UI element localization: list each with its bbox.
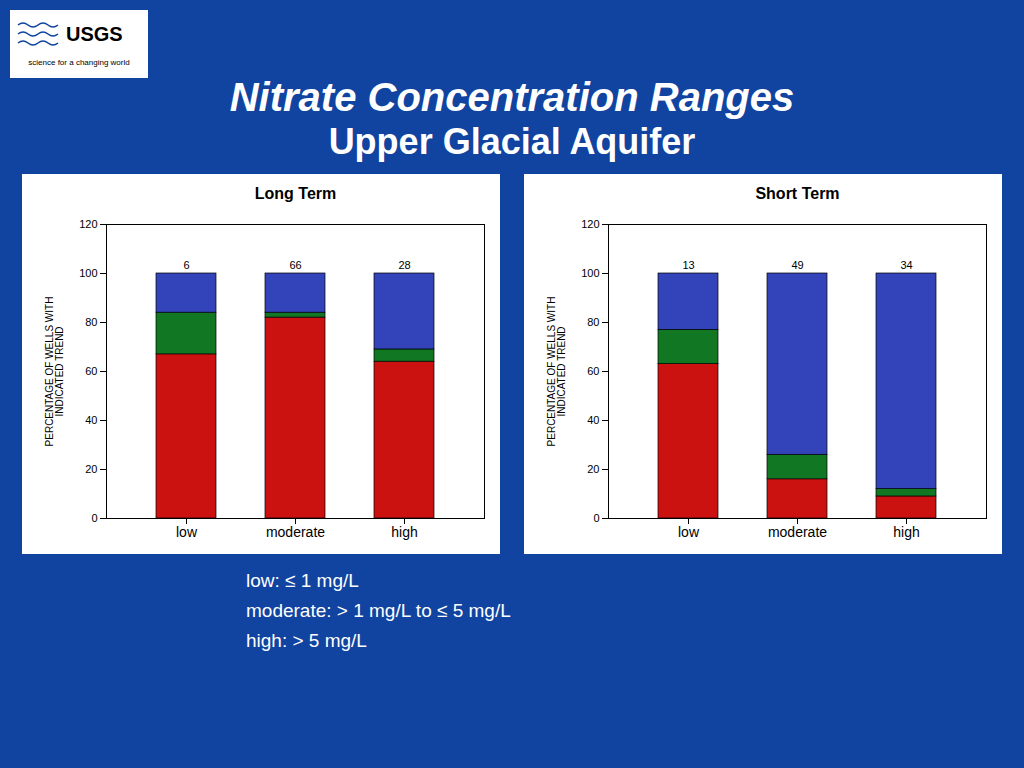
svg-text:80: 80 (85, 316, 97, 328)
svg-text:120: 120 (79, 218, 97, 230)
svg-text:20: 20 (85, 463, 97, 475)
svg-text:0: 0 (593, 512, 599, 524)
svg-text:34: 34 (900, 259, 912, 271)
svg-text:moderate: moderate (266, 524, 325, 540)
html-text:low: ≤ 1 mg/L: low: ≤ 1 mg/L (246, 570, 359, 591)
svg-text:40: 40 (85, 414, 97, 426)
svg-text:PERCENTAGE OF WELLS WITHINDICA: PERCENTAGE OF WELLS WITHINDICATED TREND (44, 297, 65, 447)
svg-text:60: 60 (587, 365, 599, 377)
svg-text:PERCENTAGE OF WELLS WITHINDICA: PERCENTAGE OF WELLS WITHINDICATED TREND (546, 297, 567, 447)
svg-text:49: 49 (791, 259, 803, 271)
svg-text:66: 66 (289, 259, 301, 271)
svg-text:6: 6 (183, 259, 189, 271)
svg-text:Short Term: Short Term (755, 185, 839, 202)
svg-text:120: 120 (581, 218, 599, 230)
svg-text:40: 40 (587, 414, 599, 426)
svg-text:80: 80 (587, 316, 599, 328)
svg-text:0: 0 (91, 512, 97, 524)
html-text:Upper Glacial Aquifer: Upper Glacial Aquifer (328, 121, 696, 162)
svg-text:high: high (893, 524, 919, 540)
svg-text:low: low (678, 524, 700, 540)
svg-text:13: 13 (682, 259, 694, 271)
html-text:science for a changing world: science for a changing world (28, 58, 130, 67)
svg-text:Long Term: Long Term (255, 185, 336, 202)
svg-text:100: 100 (79, 267, 97, 279)
html-text:Nitrate Concentration Ranges: Nitrate Concentration Ranges (229, 75, 795, 119)
svg-text:20: 20 (587, 463, 599, 475)
html-text:high: > 5 mg/L: high: > 5 mg/L (246, 630, 367, 651)
svg-text:100: 100 (581, 267, 599, 279)
html-text:moderate: > 1 mg/L to ≤ 5 mg/L: moderate: > 1 mg/L to ≤ 5 mg/L (246, 600, 511, 621)
svg-text:high: high (391, 524, 417, 540)
svg-text:60: 60 (85, 365, 97, 377)
svg-text:moderate: moderate (768, 524, 827, 540)
svg-text:28: 28 (398, 259, 410, 271)
html-text:USGS: USGS (66, 22, 123, 45)
svg-text:low: low (176, 524, 198, 540)
